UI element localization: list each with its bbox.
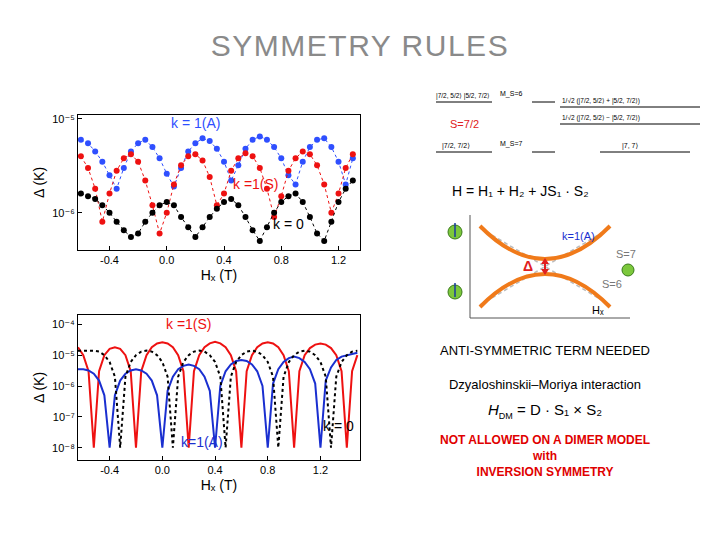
svg-text:1/√2 (|7/2, 5/2⟩ − |5/2, 7/2⟩): 1/√2 (|7/2, 5/2⟩ − |5/2, 7/2⟩)	[562, 114, 640, 122]
svg-text:SYMMETRY RULES: SYMMETRY RULES	[211, 29, 509, 62]
svg-text:10⁻⁸: 10⁻⁸	[52, 442, 75, 454]
svg-text:S=6: S=6	[602, 278, 622, 290]
svg-text:0.8: 0.8	[260, 464, 275, 476]
svg-text:ANTI-SYMMETRIC TERM NEEDED: ANTI-SYMMETRIC TERM NEEDED	[440, 343, 650, 358]
svg-text:1.2: 1.2	[331, 254, 346, 266]
svg-text:10⁻⁷: 10⁻⁷	[53, 411, 75, 423]
svg-text:-0.4: -0.4	[100, 254, 119, 266]
svg-text:10⁻⁶: 10⁻⁶	[52, 380, 75, 392]
svg-text:1/√2 (|7/2, 5/2⟩ + |5/2, 7/2⟩): 1/√2 (|7/2, 5/2⟩ + |5/2, 7/2⟩)	[562, 97, 640, 105]
svg-text:|7/2, 7/2⟩: |7/2, 7/2⟩	[442, 142, 470, 150]
svg-text:k = 1(A): k = 1(A)	[171, 115, 220, 131]
svg-text:10⁻⁵: 10⁻⁵	[52, 349, 75, 361]
svg-text:0.8: 0.8	[274, 254, 289, 266]
svg-text:Dzyaloshinskii–Moriya interact: Dzyaloshinskii–Moriya interaction	[449, 377, 641, 392]
svg-text:k = 0: k = 0	[323, 418, 354, 434]
svg-text:10⁻⁴: 10⁻⁴	[52, 318, 75, 330]
svg-text:10⁻⁵: 10⁻⁵	[52, 113, 75, 125]
svg-text:HDM = D · S₁ × S₂: HDM = D · S₁ × S₂	[488, 401, 602, 421]
svg-text:with: with	[532, 449, 557, 463]
svg-text:|7/2, 5/2⟩ |5/2, 7/2⟩: |7/2, 5/2⟩ |5/2, 7/2⟩	[436, 92, 490, 100]
svg-text:0.4: 0.4	[216, 254, 231, 266]
svg-text:k =1(S): k =1(S)	[166, 316, 212, 332]
svg-text:10⁻⁶: 10⁻⁶	[52, 207, 75, 219]
svg-text:0.0: 0.0	[159, 254, 174, 266]
svg-text:M_S=7: M_S=7	[500, 140, 522, 148]
svg-text:NOT ALLOWED ON A DIMER MODEL: NOT ALLOWED ON A DIMER MODEL	[440, 433, 650, 447]
svg-text:Hₓ (T): Hₓ (T)	[201, 477, 237, 493]
svg-text:k=1(A): k=1(A)	[181, 434, 223, 450]
svg-text:S=7/2: S=7/2	[450, 118, 479, 130]
svg-text:Hₓ (T): Hₓ (T)	[201, 267, 237, 283]
svg-text:0.0: 0.0	[155, 464, 170, 476]
svg-text:Δ: Δ	[523, 258, 533, 274]
svg-text:-0.4: -0.4	[100, 464, 119, 476]
svg-text:H = H₁ + H₂ + JS₁ · S₂: H = H₁ + H₂ + JS₁ · S₂	[452, 183, 589, 199]
svg-text:|7, 7⟩: |7, 7⟩	[622, 142, 638, 150]
svg-text:1.2: 1.2	[313, 464, 328, 476]
svg-text:INVERSION SYMMETRY: INVERSION SYMMETRY	[477, 465, 614, 479]
svg-text:k =1(S): k =1(S)	[233, 176, 279, 192]
svg-text:Δ (K): Δ (K)	[31, 372, 47, 403]
svg-text:Δ (K): Δ (K)	[31, 167, 47, 198]
svg-text:Hₓ: Hₓ	[592, 304, 604, 316]
svg-text:S=7: S=7	[616, 248, 636, 260]
svg-text:M_S=6: M_S=6	[500, 90, 522, 98]
svg-text:k = 0: k = 0	[273, 216, 304, 232]
svg-text:0.4: 0.4	[207, 464, 222, 476]
svg-text:k=1(A): k=1(A)	[562, 230, 595, 242]
